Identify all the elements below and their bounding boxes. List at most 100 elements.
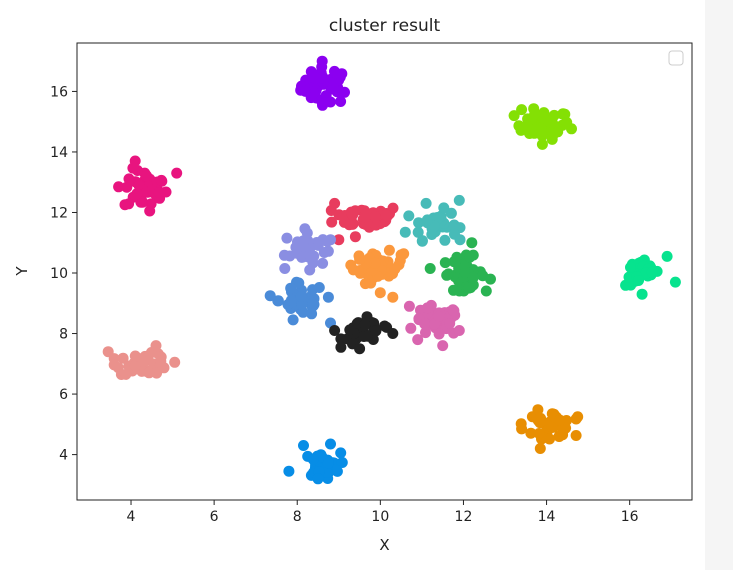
cluster-15 <box>283 438 348 485</box>
data-point <box>525 427 537 439</box>
data-point <box>329 197 341 209</box>
data-point <box>389 263 401 275</box>
data-point <box>521 120 533 132</box>
axis-ticks: 4 6 8 10 12 14 16 4 6 8 10 12 14 16 <box>50 84 638 525</box>
data-point <box>344 324 356 336</box>
data-point <box>420 327 431 339</box>
data-point <box>169 356 181 368</box>
data-point <box>278 249 290 261</box>
data-point <box>557 108 569 120</box>
data-point <box>661 250 673 262</box>
data-point <box>566 123 577 135</box>
data-point <box>293 277 305 289</box>
y-tick-label: 4 <box>59 448 68 464</box>
data-point <box>412 226 424 238</box>
data-point <box>347 264 359 276</box>
data-point <box>464 251 476 263</box>
data-point <box>439 257 451 269</box>
y-tick-label: 6 <box>59 387 68 403</box>
data-point <box>291 242 303 254</box>
data-point <box>155 355 167 367</box>
data-point <box>339 86 350 98</box>
y-tick-label: 14 <box>50 145 68 161</box>
x-axis-label: X <box>379 536 389 554</box>
data-point <box>335 341 347 353</box>
data-point <box>123 198 135 210</box>
data-point <box>281 232 293 244</box>
data-point <box>317 234 329 246</box>
data-point <box>322 457 334 469</box>
data-point <box>433 328 445 340</box>
data-point <box>287 314 299 326</box>
data-point <box>533 428 545 439</box>
data-point <box>297 306 309 318</box>
data-point <box>508 110 520 122</box>
data-point <box>312 473 324 485</box>
data-point <box>370 325 382 337</box>
data-point <box>325 234 336 246</box>
data-point <box>403 300 415 312</box>
data-point <box>444 318 456 329</box>
data-point <box>325 96 336 108</box>
data-point <box>369 211 381 223</box>
data-point <box>535 122 547 134</box>
data-point <box>433 310 445 322</box>
data-point <box>279 263 291 274</box>
data-point <box>437 340 449 352</box>
data-point <box>429 220 440 232</box>
figure-canvas: cluster result X Y 4 6 8 10 12 14 16 4 6 8 10 12 14 1… <box>13 16 693 554</box>
data-point <box>153 187 165 199</box>
data-point <box>102 346 114 358</box>
cluster-8 <box>424 237 496 297</box>
data-point <box>155 174 167 186</box>
data-point <box>354 343 366 355</box>
data-point <box>485 273 496 285</box>
y-axis-label: Y <box>13 266 31 277</box>
x-tick-label: 14 <box>538 509 556 525</box>
cluster-11 <box>403 299 465 352</box>
data-point <box>441 269 453 281</box>
data-point <box>307 453 319 465</box>
x-tick-label: 4 <box>127 509 136 525</box>
data-point <box>359 319 371 331</box>
data-point <box>123 173 135 185</box>
data-point <box>307 297 319 309</box>
data-point <box>669 276 681 288</box>
x-tick-label: 10 <box>371 509 389 525</box>
data-point <box>560 422 572 434</box>
data-point <box>304 264 316 276</box>
x-tick-label: 6 <box>210 509 219 525</box>
data-point <box>335 96 347 107</box>
data-point <box>383 244 395 256</box>
y-tick-label: 8 <box>59 327 68 343</box>
y-tick-label: 10 <box>50 266 68 282</box>
cluster-7 <box>345 244 410 303</box>
cluster-5 <box>399 194 466 247</box>
data-point <box>548 109 560 121</box>
data-point <box>298 440 309 451</box>
data-point <box>321 466 333 478</box>
data-point <box>413 217 425 229</box>
data-point <box>313 282 325 293</box>
plot-area-frame <box>76 42 693 501</box>
data-point <box>625 261 636 273</box>
x-tick-label: 16 <box>621 509 639 525</box>
data-point <box>283 465 295 477</box>
data-point <box>453 325 465 336</box>
data-point <box>534 443 546 454</box>
data-point <box>570 430 582 441</box>
data-point <box>336 457 348 468</box>
data-point <box>421 302 433 314</box>
data-point <box>150 340 162 352</box>
data-point <box>463 282 475 294</box>
data-point <box>347 209 359 221</box>
data-point <box>405 322 417 334</box>
data-point <box>439 234 451 246</box>
x-tick-label: 8 <box>293 509 302 525</box>
cluster-2 <box>508 103 577 150</box>
data-point <box>285 294 297 306</box>
data-point <box>359 278 371 290</box>
data-point <box>633 275 644 286</box>
data-point <box>317 257 329 269</box>
cluster-3 <box>113 155 183 217</box>
